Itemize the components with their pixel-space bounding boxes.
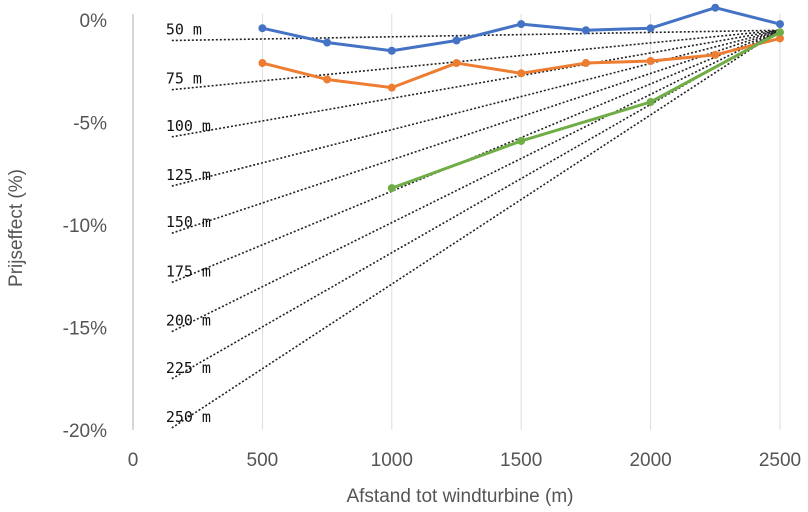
data-point xyxy=(711,50,720,59)
reference-line-label: 50 m xyxy=(166,21,202,39)
reference-line-label: 75 m xyxy=(166,70,202,88)
y-tick-label: -20% xyxy=(63,421,107,442)
x-tick-label: 2500 xyxy=(759,450,801,471)
data-point xyxy=(776,28,784,37)
series-line xyxy=(391,30,781,190)
reference-line-labels: 50 m 75 m 100 m 125 m 150 m 175 m 200 m 225 m 25… xyxy=(166,21,211,426)
y-tick-label: -15% xyxy=(63,319,107,340)
data-point xyxy=(452,36,461,45)
reference-line-label: 125 m xyxy=(166,166,211,184)
reference-line xyxy=(171,29,781,138)
data-point xyxy=(323,75,332,84)
data-point xyxy=(323,38,332,47)
data-point xyxy=(581,59,590,68)
data-point xyxy=(581,26,590,35)
reference-line xyxy=(171,29,781,429)
x-axis-title: Afstand tot windturbine (m) xyxy=(346,486,573,507)
x-tick-label: 2000 xyxy=(629,450,671,471)
tick-labels: 0 500 1000 1500 2000 2500 0% -5% -10% -15% -20% xyxy=(63,11,802,471)
data-point xyxy=(646,98,655,106)
x-tick-label: 0 xyxy=(128,450,139,471)
y-tick-label: -5% xyxy=(73,114,107,135)
reference-line-label: 200 m xyxy=(166,312,211,330)
y-tick-label: -10% xyxy=(63,216,107,237)
reference-line-label: 100 m xyxy=(166,117,211,135)
x-tick-label: 1000 xyxy=(371,450,413,471)
data-point xyxy=(517,136,526,145)
data-point xyxy=(517,69,526,78)
reference-line-label: 175 m xyxy=(166,262,211,280)
reference-lines xyxy=(171,29,781,429)
data-point xyxy=(776,34,784,43)
reference-line xyxy=(171,29,781,187)
y-axis-title: Prijseffect (%) xyxy=(6,169,27,287)
reference-line xyxy=(171,29,781,234)
data-point xyxy=(776,20,784,29)
data-point xyxy=(258,24,267,33)
data-point xyxy=(387,184,396,193)
reference-line xyxy=(171,29,781,91)
data-point xyxy=(258,59,267,68)
reference-line-label: 150 m xyxy=(166,213,211,231)
reference-line-label: 225 m xyxy=(166,359,211,377)
data-point xyxy=(387,46,396,55)
data-point xyxy=(711,3,720,12)
data-point xyxy=(517,20,526,29)
data-series xyxy=(258,3,784,193)
x-tick-label: 500 xyxy=(247,450,279,471)
vertical-gridlines xyxy=(261,14,781,430)
data-point xyxy=(646,24,655,33)
reference-line-label: 250 m xyxy=(166,408,211,426)
y-tick-label: 0% xyxy=(80,11,108,32)
reference-line xyxy=(171,29,781,333)
data-point xyxy=(452,59,461,68)
data-point xyxy=(387,83,396,92)
x-tick-label: 1500 xyxy=(500,450,542,471)
data-point xyxy=(646,57,655,65)
